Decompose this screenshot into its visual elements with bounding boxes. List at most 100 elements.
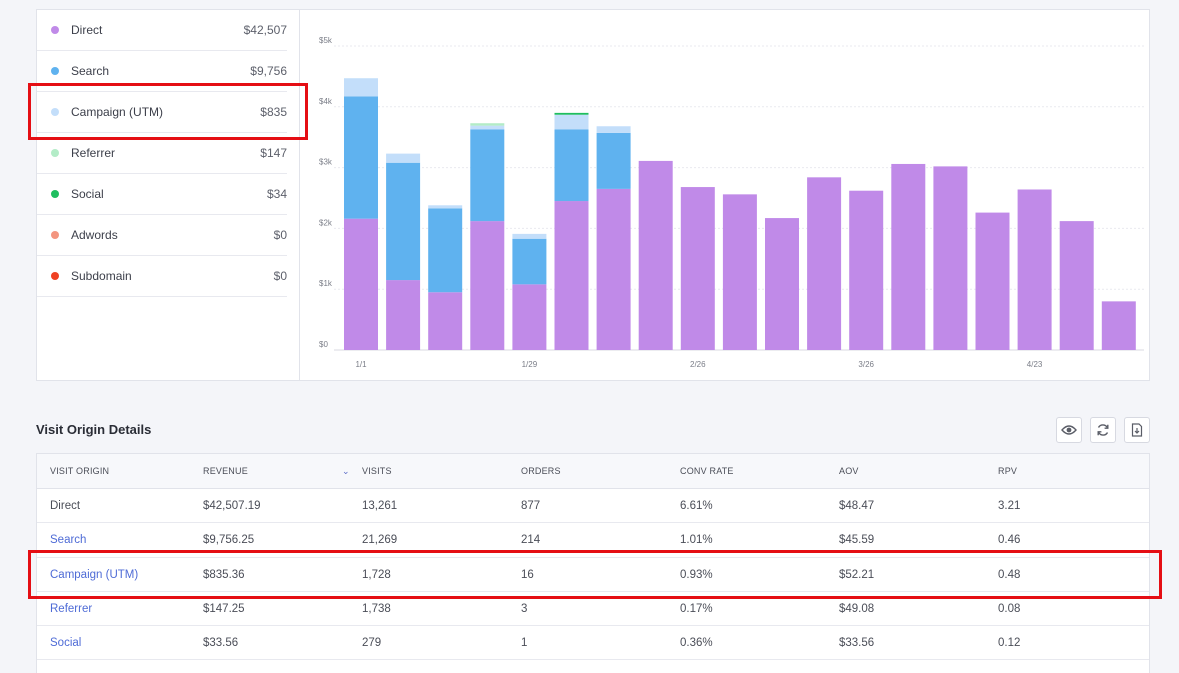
bar-segment-search[interactable]: [470, 129, 505, 222]
y-tick-label: $0: [319, 340, 328, 349]
bar-segment-direct[interactable]: [1101, 301, 1136, 350]
col-conv-rate[interactable]: CONV RATE: [680, 466, 734, 476]
bar-segment-direct[interactable]: [428, 292, 463, 350]
cell-rpv: 0.12: [998, 637, 1021, 650]
table-header: VISIT ORIGIN REVENUE ⌄ VISITS ORDERS CON…: [37, 454, 1149, 489]
legend-value: $9,756: [250, 64, 287, 78]
x-tick-label: 1/29: [522, 360, 538, 369]
legend-item-social[interactable]: Social $34: [37, 174, 287, 215]
legend-dot-icon: [51, 231, 59, 239]
bar-segment-campaign-utm[interactable]: [596, 126, 631, 133]
cell-origin-link[interactable]: Campaign (UTM): [50, 568, 139, 581]
legend-item-subdomain[interactable]: Subdomain $0: [37, 256, 287, 297]
bar-segment-search[interactable]: [512, 238, 547, 285]
refresh-button[interactable]: [1090, 417, 1116, 443]
legend-item-search[interactable]: Search $9,756: [37, 51, 287, 92]
legend-label: Social: [71, 187, 104, 201]
bar-segment-direct[interactable]: [470, 221, 505, 350]
eye-icon: [1061, 425, 1077, 435]
visibility-button[interactable]: [1056, 417, 1082, 443]
cell-origin: Direct: [50, 500, 81, 512]
legend-item-adwords[interactable]: Adwords $0: [37, 215, 287, 256]
cell-revenue: $9,756.25: [203, 534, 255, 547]
legend-value: $147: [260, 146, 287, 160]
col-visits[interactable]: VISITS: [362, 466, 392, 476]
bar-segment-direct[interactable]: [512, 284, 547, 350]
bar-segment-search[interactable]: [344, 96, 378, 219]
legend-dot-icon: [51, 67, 59, 75]
table-row: Direct $42,507.19 13,261 877 6.61% $48.4…: [37, 489, 1149, 524]
legend-label: Adwords: [71, 228, 118, 242]
cell-visits: 13,261: [362, 500, 398, 512]
cell-origin-link[interactable]: Social: [50, 637, 82, 650]
table-toolbar: [1056, 417, 1150, 443]
bar-segment-campaign-utm[interactable]: [344, 78, 378, 97]
bar-segment-direct[interactable]: [554, 201, 589, 350]
bar-segment-campaign-utm[interactable]: [428, 205, 463, 209]
cell-visits: 1,738: [362, 602, 391, 615]
col-rpv[interactable]: RPV: [998, 466, 1018, 476]
cell-aov: $52.21: [839, 568, 875, 581]
bar-segment-direct[interactable]: [680, 187, 715, 350]
legend-label: Direct: [71, 23, 103, 37]
refresh-icon: [1097, 424, 1109, 436]
cell-rpv: 0.08: [998, 602, 1021, 615]
bar-segment-campaign-utm[interactable]: [512, 233, 547, 239]
bar-segment-direct[interactable]: [849, 190, 884, 350]
legend-value: $0: [273, 269, 287, 283]
bar-segment-search[interactable]: [386, 162, 421, 281]
x-tick-label: 1/1: [355, 360, 367, 369]
bar-segment-direct[interactable]: [933, 166, 968, 350]
bar-segment-direct[interactable]: [975, 212, 1010, 350]
bar-segment-direct[interactable]: [1017, 189, 1052, 350]
bar-segment-campaign-utm[interactable]: [386, 153, 421, 163]
legend-item-referrer[interactable]: Referrer $147: [37, 133, 287, 174]
bar-segment-direct[interactable]: [596, 188, 631, 350]
bar-segment-direct[interactable]: [638, 160, 673, 350]
bar-segment-direct[interactable]: [891, 163, 926, 350]
bar-segment-direct[interactable]: [807, 177, 842, 350]
cell-aov: $48.47: [839, 500, 875, 512]
legend-label: Campaign (UTM): [71, 105, 164, 119]
table-row: Referrer $147.25 1,738 3 0.17% $49.08 0.…: [37, 592, 1149, 627]
cell-orders: 16: [521, 568, 534, 581]
col-visit-origin[interactable]: VISIT ORIGIN: [50, 466, 110, 476]
cell-rpv: 0.46: [998, 534, 1021, 547]
table-row: Search $9,756.25 21,269 214 1.01% $45.59…: [37, 523, 1149, 558]
bar-segment-direct[interactable]: [344, 218, 378, 350]
cell-revenue: $42,507.19: [203, 500, 261, 512]
bar-segment-referrer[interactable]: [470, 123, 505, 126]
bar-segment-social[interactable]: [554, 112, 589, 115]
cell-orders: 3: [521, 602, 528, 615]
bar-segment-direct[interactable]: [1059, 221, 1094, 350]
bar-segment-search[interactable]: [554, 129, 589, 202]
legend-item-direct[interactable]: Direct $42,507: [37, 10, 287, 51]
col-revenue[interactable]: REVENUE: [203, 466, 248, 476]
table-row: Campaign (UTM) $835.36 1,728 16 0.93% $5…: [37, 558, 1149, 592]
export-button[interactable]: [1124, 417, 1150, 443]
bar-segment-campaign-utm[interactable]: [470, 125, 505, 130]
legend-label: Search: [71, 64, 110, 78]
bar-segment-search[interactable]: [596, 132, 631, 189]
chevron-down-icon[interactable]: ⌄: [342, 466, 350, 476]
col-orders[interactable]: ORDERS: [521, 466, 561, 476]
bar-chart-svg: $0 $1k $2k $3k $4k $5k 1/1 1/29 2/26 3/26 4/23: [319, 36, 1144, 369]
cell-conv-rate: 6.61%: [680, 500, 713, 512]
bar-chart: $0 $1k $2k $3k $4k $5k 1/1 1/29 2/26 3/26 4/23: [301, 10, 1151, 380]
bar-segment-search[interactable]: [428, 208, 463, 293]
legend-item-campaign[interactable]: Campaign (UTM) $835: [37, 92, 287, 133]
cell-origin-link[interactable]: Referrer: [50, 602, 93, 615]
legend-value: $0: [273, 228, 287, 242]
col-aov[interactable]: AOV: [839, 466, 859, 476]
bar-segment-campaign-utm[interactable]: [554, 114, 589, 130]
legend-dot-icon: [51, 149, 59, 157]
cell-origin-link[interactable]: Search: [50, 534, 87, 547]
y-tick-label: $4k: [319, 97, 333, 106]
bar-segment-direct[interactable]: [765, 218, 799, 350]
legend-dot-icon: [51, 26, 59, 34]
bar-segment-direct[interactable]: [722, 194, 757, 350]
bar-segment-direct[interactable]: [386, 280, 421, 350]
export-icon: [1131, 423, 1143, 437]
legend-value: $835: [260, 105, 287, 119]
cell-conv-rate: 1.01%: [680, 534, 713, 547]
